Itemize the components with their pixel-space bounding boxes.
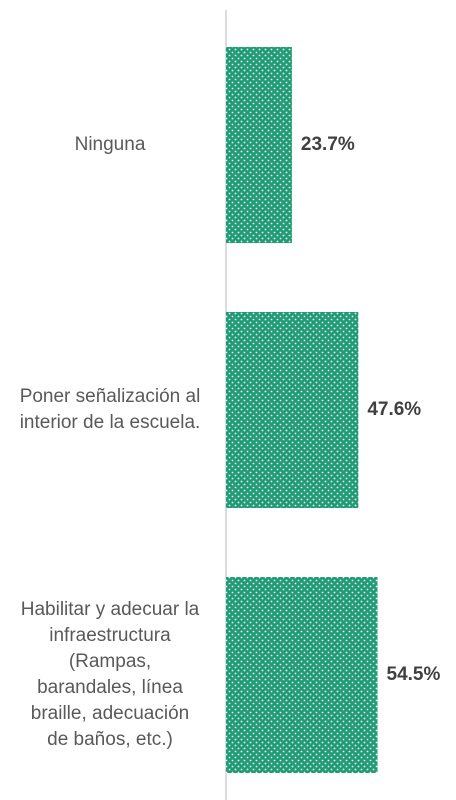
value-label: 47.6%: [367, 399, 422, 420]
bar: [226, 312, 359, 508]
category-label: Habilitar y adecuar la infraestructura (…: [20, 599, 200, 750]
bar: [226, 47, 292, 243]
bar: [226, 577, 378, 773]
category-label: Ninguna: [74, 134, 146, 155]
value-label: 23.7%: [300, 134, 355, 155]
value-label: 54.5%: [386, 664, 441, 685]
category-label: Poner señalización al interior de la esc…: [19, 386, 201, 433]
